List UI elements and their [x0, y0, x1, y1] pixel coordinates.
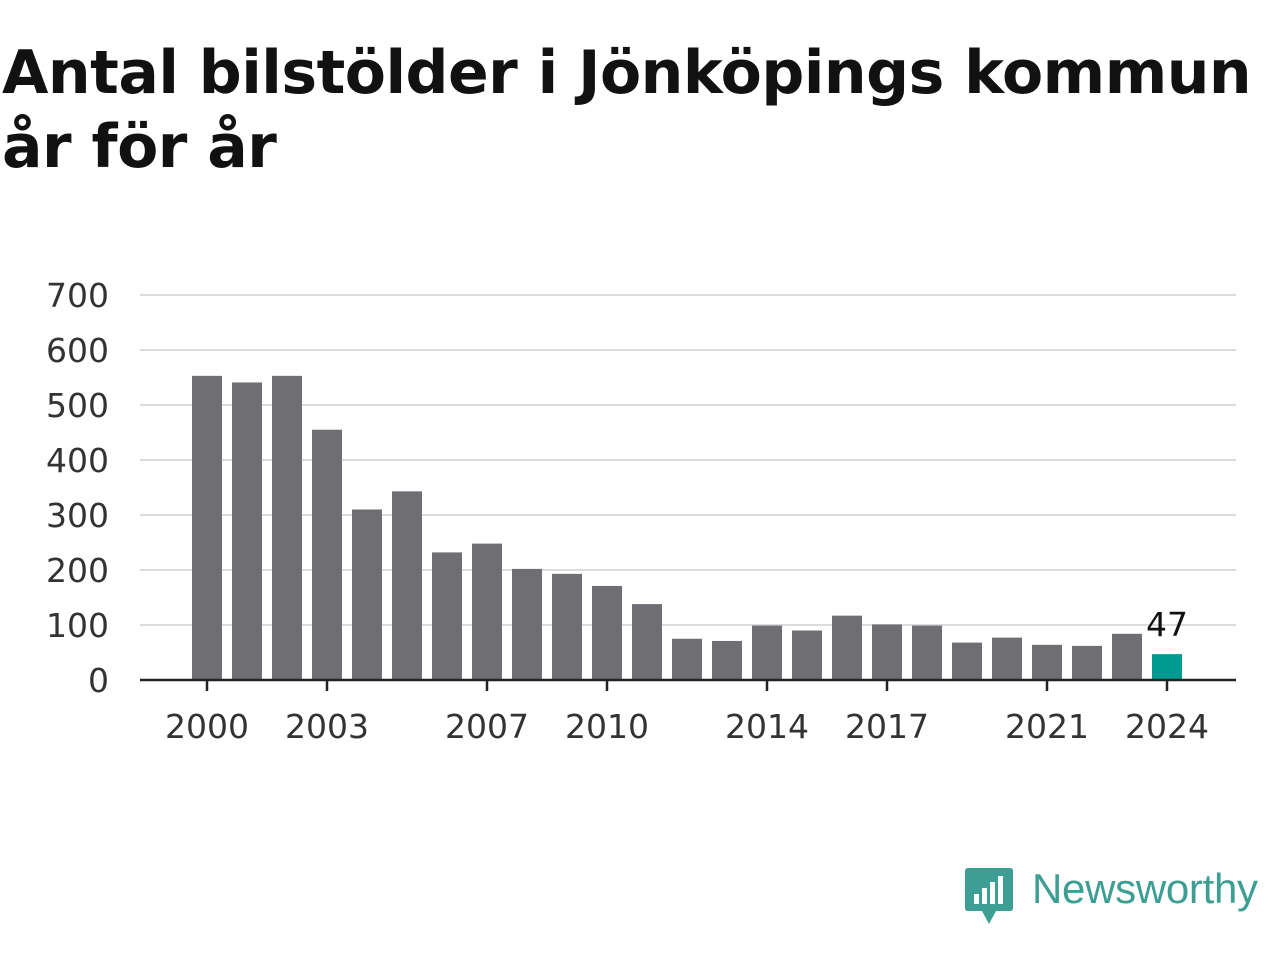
bar-2010: [592, 585, 622, 680]
x-tick-label: 2014: [725, 707, 809, 746]
bar-2015: [792, 630, 822, 680]
y-tick-label: 500: [46, 386, 109, 425]
x-tick-label: 2024: [1125, 707, 1209, 746]
bar-2001: [232, 382, 262, 680]
y-tick-label: 400: [46, 441, 109, 480]
x-tick-label: 2007: [445, 707, 529, 746]
y-tick-label: 0: [88, 661, 109, 700]
bar-2007: [472, 543, 502, 680]
y-axis-tick-labels: 0 100 200 300 400 500 600 700: [46, 276, 109, 700]
bar-2017: [872, 624, 902, 680]
bar-2011: [632, 604, 662, 680]
bar-2021: [1032, 644, 1062, 680]
bar-2020: [992, 637, 1022, 680]
bar-2023: [1112, 633, 1142, 680]
bar-2000: [192, 375, 222, 680]
bar-2014: [752, 625, 782, 680]
x-tick-label: 2017: [845, 707, 929, 746]
y-tick-label: 600: [46, 331, 109, 370]
y-tick-label: 700: [46, 276, 109, 315]
bar-2018: [912, 625, 942, 680]
bar-2005: [392, 491, 422, 680]
bars: [192, 375, 1182, 680]
data-label-2024: 47: [1146, 605, 1188, 644]
bar-2016: [832, 615, 862, 680]
bar-2022: [1072, 645, 1102, 680]
y-tick-label: 300: [46, 496, 109, 535]
brand-name: Newsworthy: [1032, 865, 1258, 912]
y-tick-label: 100: [46, 606, 109, 645]
x-tick-label: 2010: [565, 707, 649, 746]
bar-2008: [512, 568, 542, 680]
gridlines: [140, 294, 1236, 626]
bar-2004: [352, 509, 382, 680]
bar-2012: [672, 638, 702, 680]
newsworthy-logo-icon: [965, 868, 1013, 924]
data-labels: 47: [1146, 605, 1188, 644]
brand-logo: Newsworthy: [964, 866, 1258, 926]
x-axis-ticks: 2000 2003 2007 2010 2014 2017 2021 2024: [165, 680, 1209, 746]
bar-2013: [712, 640, 742, 680]
bar-2024: [1152, 654, 1182, 680]
bar-2019: [952, 642, 982, 680]
bar-2009: [552, 573, 582, 680]
bar-2006: [432, 552, 462, 680]
bar-2003: [312, 429, 342, 680]
bar-2002: [272, 375, 302, 680]
x-tick-label: 2003: [285, 707, 369, 746]
x-tick-label: 2021: [1005, 707, 1089, 746]
chart-title: Antal bilstölder i Jönköpings kommun år …: [2, 38, 1252, 182]
y-tick-label: 200: [46, 551, 109, 590]
x-tick-label: 2000: [165, 707, 249, 746]
